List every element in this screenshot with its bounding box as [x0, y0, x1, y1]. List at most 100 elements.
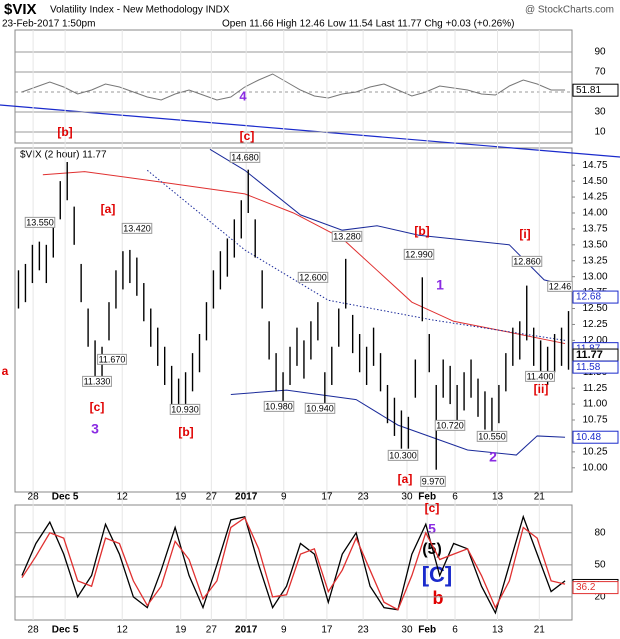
- annotation-box: [387, 449, 419, 461]
- symbol: $VIX: [4, 1, 37, 18]
- y-tick-label: 13.00: [582, 271, 607, 282]
- y-tick-label: 14.75: [582, 160, 607, 171]
- date: 23-Feb-2017 1:50pm: [2, 19, 95, 30]
- name: Volatility Index - New Methodology INDX: [50, 5, 230, 16]
- y-tick-label: 14.50: [582, 176, 607, 187]
- x-tick-label: 21: [534, 492, 546, 503]
- annotation-box: [525, 370, 555, 382]
- wave-label: b: [433, 588, 444, 608]
- x-tick-label: 19: [175, 492, 187, 503]
- price-annotation: 14.680: [231, 152, 259, 162]
- annotation-box: [476, 430, 508, 442]
- x-tick-label: 13: [492, 625, 504, 636]
- x-tick-label: 23: [358, 492, 370, 503]
- price-annotation: 11.670: [99, 354, 126, 364]
- legend: $VIX (2 hour) 11.77: [20, 150, 107, 161]
- y-tick-label: 50: [594, 559, 606, 570]
- x-tick-label: 13: [492, 492, 504, 503]
- wave-label: [a]: [398, 472, 413, 486]
- annotation-box: [229, 151, 261, 163]
- x-tick-label: Feb: [418, 625, 436, 636]
- annotation-box: [97, 353, 127, 365]
- x-tick-label: 28: [28, 625, 40, 636]
- x-tick-label: Dec 5: [52, 492, 79, 503]
- price-annotation: 13.280: [333, 231, 361, 241]
- y-tick-label: 12.00: [582, 335, 607, 346]
- rsi-panel: [14, 29, 573, 144]
- x-tick-label: 21: [534, 625, 546, 636]
- wave-label: 1: [436, 277, 444, 293]
- annotation-box: [403, 248, 435, 260]
- y-tick-label: 11.00: [583, 399, 608, 410]
- stoch-line: [21, 516, 566, 611]
- x-tick-label: 12: [117, 492, 129, 503]
- price-annotation: 11.330: [84, 376, 111, 386]
- value-tag-box: [572, 581, 619, 595]
- wave-label: 5: [428, 521, 436, 537]
- annotation-box: [547, 280, 573, 292]
- value-tag-box: [572, 290, 619, 304]
- quote: Open 11.66 High 12.46 Low 11.54 Last 11.…: [222, 19, 514, 30]
- x-tick-label: 30: [401, 625, 413, 636]
- annotation-box: [121, 222, 153, 234]
- stoch-panel: [14, 504, 573, 621]
- x-tick-label: 27: [206, 492, 218, 503]
- y-tick-label: 80: [594, 527, 606, 538]
- x-tick-label: 30: [401, 492, 413, 503]
- y-tick-label: 10: [594, 127, 606, 138]
- price-annotation: 10.550: [478, 431, 506, 441]
- wave-label: [ii]: [534, 382, 549, 396]
- y-tick-label: 70: [594, 67, 606, 78]
- x-tick-label: 9: [281, 625, 287, 636]
- annotation-box: [331, 230, 363, 242]
- price-annotation: 10.300: [389, 450, 417, 460]
- y-tick-label: 20: [594, 592, 606, 603]
- wave-label: [i]: [519, 227, 530, 241]
- y-tick-label: 10.25: [582, 447, 607, 458]
- x-tick-label: 19: [175, 625, 187, 636]
- x-tick-label: 2017: [235, 625, 258, 636]
- value-tag-box: [572, 430, 619, 444]
- stoch-line: [21, 514, 566, 615]
- wave-label: [c]: [240, 129, 255, 143]
- rsi-line: [21, 73, 566, 101]
- x-tick-label: Dec 5: [52, 625, 79, 636]
- price-annotation: 12.860: [513, 256, 541, 266]
- y-tick-label: 30: [594, 107, 606, 118]
- annotation-box: [297, 271, 329, 283]
- price-annotation: 13.420: [123, 223, 151, 233]
- price-annotation: 12.46: [549, 281, 572, 291]
- wave-label: [c]: [90, 400, 105, 414]
- wave-label: [b]: [414, 224, 429, 238]
- annotation-box: [169, 403, 201, 415]
- overlay-line: [230, 389, 566, 456]
- y-tick-label: 10.75: [582, 415, 607, 426]
- annotation-box: [420, 475, 446, 487]
- watermark: @ StockCharts.com: [525, 5, 614, 16]
- wave-label: a: [2, 364, 9, 378]
- value-tag: 10.48: [576, 432, 601, 443]
- x-tick-label: 12: [117, 625, 129, 636]
- price-annotation: 10.980: [265, 401, 293, 411]
- y-tick-label: 90: [594, 47, 606, 58]
- x-tick-label: 27: [206, 625, 218, 636]
- y-tick-label: 10.00: [582, 462, 607, 473]
- wave-label: [c]: [425, 501, 440, 515]
- price-annotation: 13.550: [26, 217, 54, 227]
- y-tick-label: 13.75: [582, 224, 607, 235]
- value-tag: 36.2: [576, 582, 596, 593]
- wave-label: [b]: [57, 125, 72, 139]
- value-tag: 11.77: [576, 349, 603, 361]
- wave-label: 2: [489, 449, 497, 465]
- wave-label: 4: [239, 88, 247, 103]
- x-tick-label: 28: [28, 492, 40, 503]
- price-panel: [14, 147, 573, 493]
- price-annotation: 11.400: [527, 371, 554, 381]
- trend-line: [0, 104, 620, 158]
- annotation-box: [511, 255, 543, 267]
- y-tick-label: 12.25: [582, 319, 607, 330]
- y-tick-label: 14.25: [582, 192, 607, 203]
- price-annotation: 9.970: [422, 476, 445, 486]
- x-tick-label: 17: [321, 625, 333, 636]
- y-tick-label: 13.50: [582, 239, 607, 250]
